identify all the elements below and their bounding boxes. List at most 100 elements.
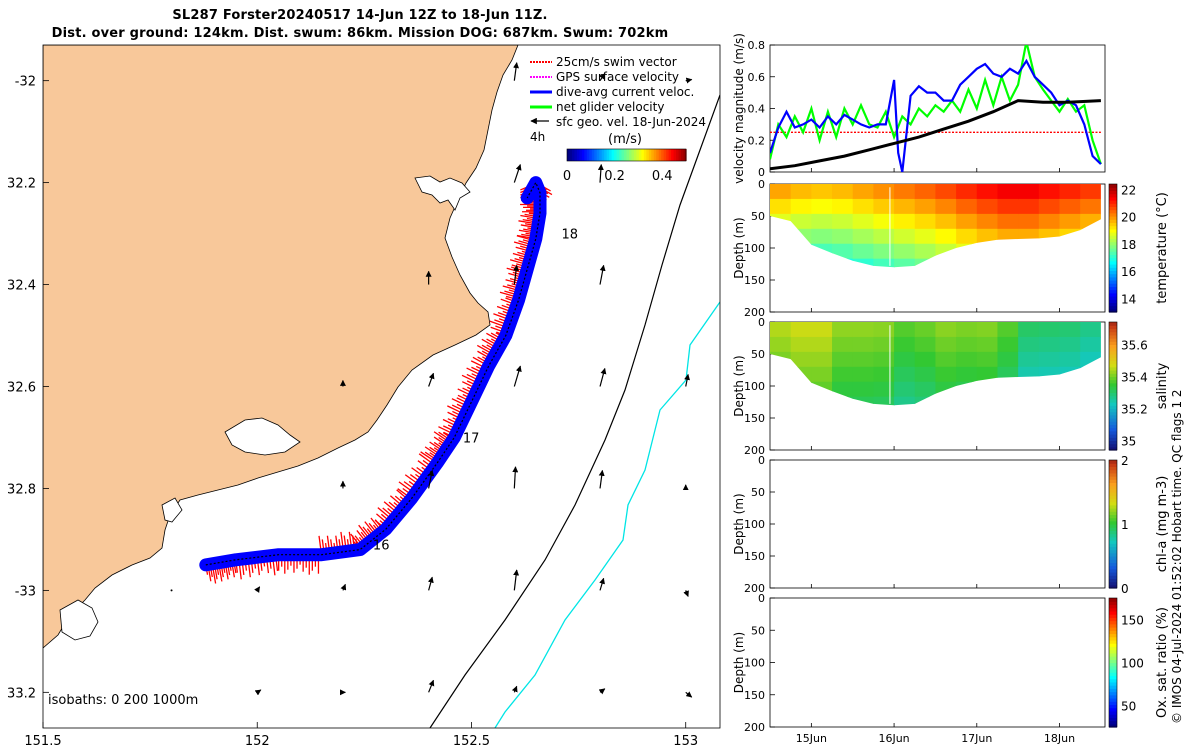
colorbar-cell [1109,552,1117,557]
colorbar-cell [676,149,680,161]
estuary-port-stephens [224,417,301,456]
colorbar-cell [1109,334,1117,339]
map-y-tick-label: 32.8 [7,482,36,497]
heatmap-cell [914,322,937,338]
heatmap-cell [914,336,937,353]
heatmap-cell [811,213,833,230]
heatmap-cell [852,366,874,383]
colorbar-cell [594,149,598,161]
temperature-panel: 0 50 100 150 200 Depth (m) 14 16 18 20 22 temperatu… [732,178,1170,319]
colorbar-cell [631,149,635,161]
geo-vector [511,685,518,693]
geo-vector [428,469,435,489]
colorbar-cell [1109,504,1117,509]
geo-vector [254,689,262,696]
colorbar-cell [1109,257,1117,262]
heatmap-cell [1018,322,1040,338]
colorbar-cell [569,149,573,161]
heatmap-cell [873,184,895,200]
colorbar-cell [1109,501,1117,506]
heatmap-cell [976,213,999,230]
colorbar-cell [1109,575,1117,579]
colorbar-cell [1109,241,1117,246]
heatmap-cell [976,351,999,368]
colorbar-tick-label: 22 [1121,183,1136,197]
y-tick-label: 150 [744,689,765,702]
colorbar-cell [1109,203,1117,207]
heatmap-cell [852,184,874,200]
colorbar-cell [1109,723,1117,728]
geo-vector [598,469,605,489]
estuary-lakes [414,175,471,211]
heatmap-cell [1059,258,1081,268]
colorbar-cell [1109,395,1117,400]
map-x-axis: 151.5 152 152.5 153 [24,722,698,749]
colorbar-cell [1109,714,1117,718]
velocity-series-line [770,99,1101,171]
heatmap-cell [790,184,812,200]
colorbar-cell [1109,691,1117,696]
colorbar-frame [1108,459,1118,589]
map-y-axis: -32 32.2 32.4 32.6 32.8 -33 33.2 [7,75,49,701]
heatmap-cell [1018,184,1040,200]
heatmap-cell [997,381,1019,398]
panel-frame [769,597,1106,728]
geo-vector [427,576,434,591]
geo-vector [599,367,607,387]
colorbar-cell [591,149,595,161]
y-tick-label: 0.2 [748,134,766,147]
heatmap-cell [873,396,895,406]
heatmap-cell [976,322,999,338]
heatmap-cell [852,322,874,338]
colorbar-cell [1109,232,1117,236]
x-tick-label: 15Jun [796,732,827,745]
geo-vector [513,264,520,285]
heatmap-cell [956,381,978,398]
heatmap-cell [894,381,916,398]
colorbar-cell [1109,238,1117,243]
colorbar-cell [1109,630,1117,635]
heatmap-cell [811,396,833,406]
heatmap-cell [811,243,833,260]
colorbar-cell [1109,283,1117,287]
heatmap-cell [997,366,1019,383]
map-x-tick-label: 153 [673,734,698,749]
colorbar-cell [656,149,660,161]
colorbar-cell [1109,437,1117,441]
heatmap-cell [1018,351,1040,368]
colorbar-cell [1109,424,1117,429]
heatmap-cell [832,213,854,230]
colorbar-cell [1109,697,1117,702]
colorbar-cell [1109,568,1117,573]
colorbar-cell [1109,248,1117,252]
colorbar-cell [1109,308,1117,313]
heatmap-cell [1038,381,1061,398]
heatmap-cell [832,336,854,353]
legend-swim: 25cm/s swim vector [556,55,677,69]
colorbar-cell [1109,305,1117,310]
heatmap-cell [894,396,916,406]
colorbar-cell [1109,598,1117,602]
colorbar-tick-label: 14 [1121,292,1136,306]
heatmap-cell [1080,184,1101,200]
heatmap-cell [997,396,1019,406]
colorbar-cell [1109,530,1117,535]
colorbar-cell [1109,601,1117,606]
heatmap-cell [894,351,916,368]
heatmap-cell [1080,322,1101,338]
heatmap-cell [1038,351,1061,368]
heatmap-cell [935,381,957,398]
colorbar-tick-label: 100 [1121,657,1144,671]
colorbar-cell [567,149,571,161]
colorbar-cell [1109,254,1117,259]
colorbar-cell [616,149,620,161]
heatmap-cell [1018,213,1040,230]
y-tick-label: 150 [744,550,765,563]
heatmap-cell [1080,351,1101,368]
heatmap-cells [770,184,1101,268]
geo-vector [684,373,691,387]
colorbar-cell [1109,370,1117,374]
heatmap-cell [832,198,854,215]
heatmap-cell [1018,366,1040,383]
